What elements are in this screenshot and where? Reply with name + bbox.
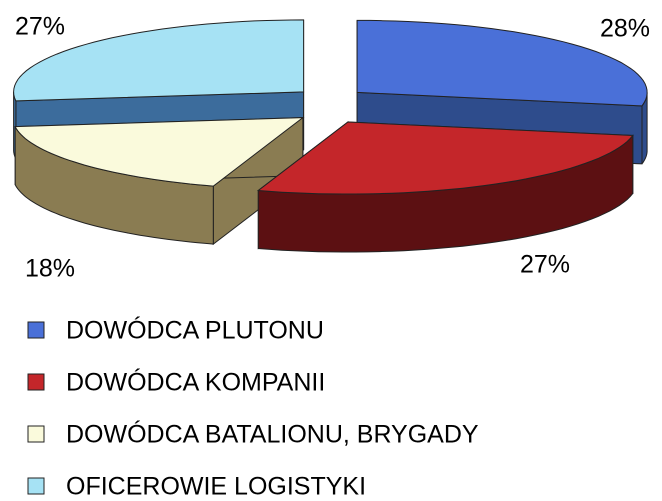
slice (256, 121, 634, 195)
legend-swatch (27, 373, 45, 391)
slice (13, 19, 305, 102)
slice (356, 19, 648, 107)
data-label: 28% (600, 15, 650, 43)
data-label: 18% (25, 255, 75, 283)
legend-label: DOWÓDCA BATALIONU, BRYGADY (66, 420, 479, 449)
legend-swatch (27, 321, 45, 339)
data-label: 27% (15, 13, 65, 41)
data-label: 27% (520, 251, 570, 279)
slice (14, 117, 305, 187)
legend-label: OFICEROWIE LOGISTYKI (66, 473, 366, 501)
legend-label: DOWÓDCA PLUTONU (66, 316, 324, 345)
legend-label: DOWÓDCA KOMPANII (66, 368, 325, 397)
legend-swatch (27, 425, 45, 443)
legend-swatch (27, 477, 45, 495)
